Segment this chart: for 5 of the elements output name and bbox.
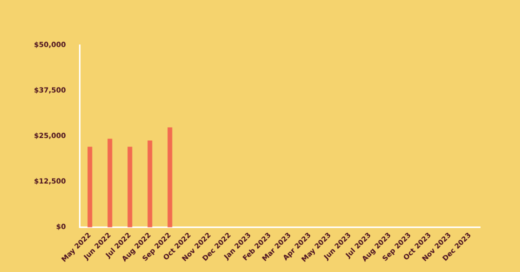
bar bbox=[108, 138, 112, 228]
bar bbox=[128, 146, 132, 228]
bar bbox=[168, 127, 172, 228]
bar bbox=[148, 140, 152, 228]
bar bbox=[88, 146, 92, 228]
